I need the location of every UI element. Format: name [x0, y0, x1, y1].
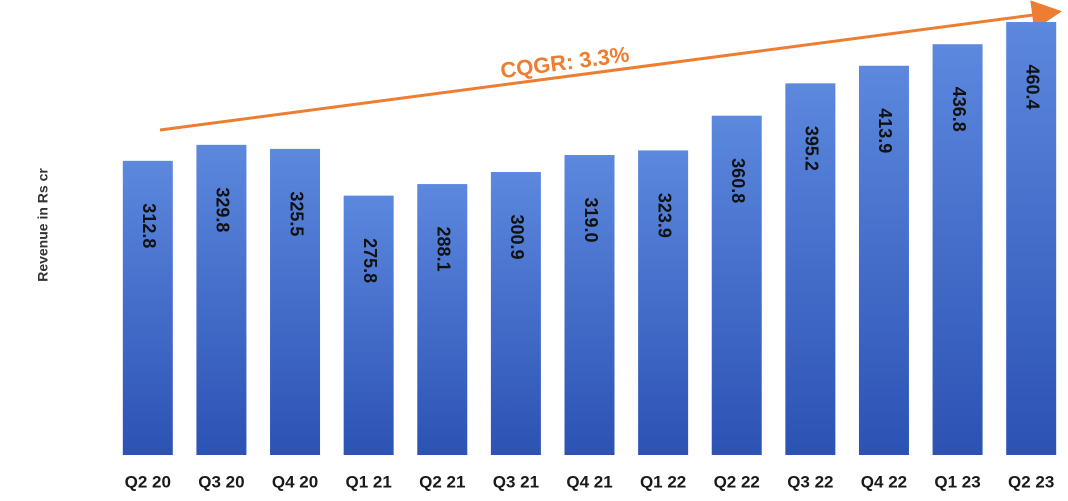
bar	[490, 172, 541, 455]
value-label: 329.8	[213, 187, 233, 232]
x-tick-label: Q2 21	[419, 472, 465, 491]
bar	[270, 148, 321, 455]
value-label: 319.0	[581, 197, 601, 242]
x-tick-label: Q3 21	[493, 472, 539, 491]
value-label: 288.1	[434, 227, 454, 272]
value-label: 323.9	[654, 193, 674, 238]
bar	[932, 44, 983, 455]
value-label: 436.8	[949, 87, 969, 132]
value-label: 413.9	[875, 108, 895, 153]
value-label: 325.5	[286, 191, 306, 236]
y-axis-label: Revenue in Rs cr	[35, 168, 51, 282]
bar	[196, 144, 247, 455]
x-tick-label: Q1 23	[934, 472, 980, 491]
x-tick-label: Q3 20	[198, 472, 244, 491]
bar	[417, 184, 468, 455]
bar	[343, 195, 394, 455]
value-label: 275.8	[360, 238, 380, 283]
x-tick-label: Q3 22	[787, 472, 833, 491]
x-tick-label: Q2 22	[714, 472, 760, 491]
x-tick-label: Q4 21	[566, 472, 612, 491]
x-tick-label: Q1 21	[345, 472, 391, 491]
x-tick-label: Q2 23	[1008, 472, 1054, 491]
x-tick-label: Q1 22	[640, 472, 686, 491]
value-label: 460.4	[1022, 65, 1042, 110]
bar	[711, 115, 762, 456]
bar	[858, 65, 909, 456]
bar	[785, 83, 836, 455]
x-tick-label: Q4 22	[861, 472, 907, 491]
x-tick-label: Q4 20	[272, 472, 318, 491]
x-tick-label: Q2 20	[125, 472, 171, 491]
value-label: 360.8	[728, 158, 748, 203]
bar	[1006, 22, 1057, 456]
bar	[638, 150, 689, 455]
value-label: 395.2	[802, 126, 822, 171]
bar	[122, 160, 173, 456]
value-label: 300.9	[507, 215, 527, 260]
trend-arrow	[159, 0, 1062, 132]
bar	[564, 155, 615, 455]
value-label: 312.8	[139, 203, 159, 248]
